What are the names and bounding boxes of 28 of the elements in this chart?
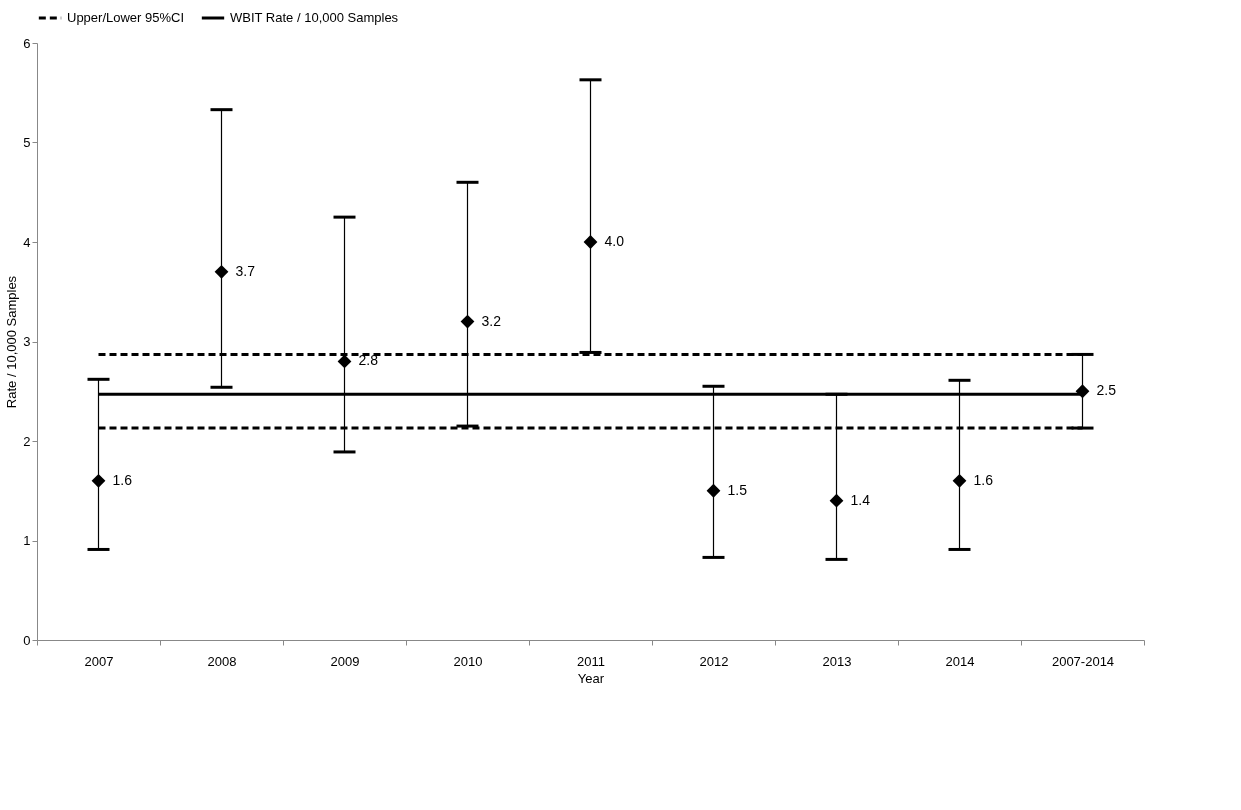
x-tick-label: 2014 xyxy=(945,653,975,669)
x-tick-label: 2009 xyxy=(330,653,360,669)
x-tick-label: 2008 xyxy=(207,653,237,669)
y-tick-label: 6 xyxy=(23,35,31,51)
x-tick-label: 2007-2014 xyxy=(1051,653,1115,669)
y-tick-label: 5 xyxy=(23,135,31,150)
y-tick-label: 3 xyxy=(23,334,31,349)
data-label: 1.6 xyxy=(112,471,133,488)
data-label: 1.6 xyxy=(973,471,994,488)
data-label: 3.7 xyxy=(235,262,256,279)
x-axis-title: Year xyxy=(577,670,605,686)
x-tick-label: 2007 xyxy=(84,653,114,669)
y-tick-label: 0 xyxy=(23,632,31,648)
y-axis-title: Rate / 10,000 Samples xyxy=(4,275,20,409)
x-tick-label: 2012 xyxy=(699,653,729,669)
legend-label: Upper/Lower 95%CI xyxy=(67,10,185,25)
legend-label: WBIT Rate / 10,000 Samples xyxy=(230,10,399,25)
x-tick-label: 2010 xyxy=(453,653,483,669)
x-tick-label: 2011 xyxy=(577,653,605,669)
data-label: 2.5 xyxy=(1096,382,1117,399)
data-label: 1.4 xyxy=(850,491,871,508)
x-tick-label: 2013 xyxy=(822,653,852,669)
data-label: 1.5 xyxy=(727,481,748,498)
y-tick-label: 1 xyxy=(23,533,31,548)
y-tick-label: 2 xyxy=(23,433,31,449)
data-label: 4.0 xyxy=(604,233,625,249)
data-label: 3.2 xyxy=(481,312,502,329)
y-tick-label: 4 xyxy=(23,234,31,250)
